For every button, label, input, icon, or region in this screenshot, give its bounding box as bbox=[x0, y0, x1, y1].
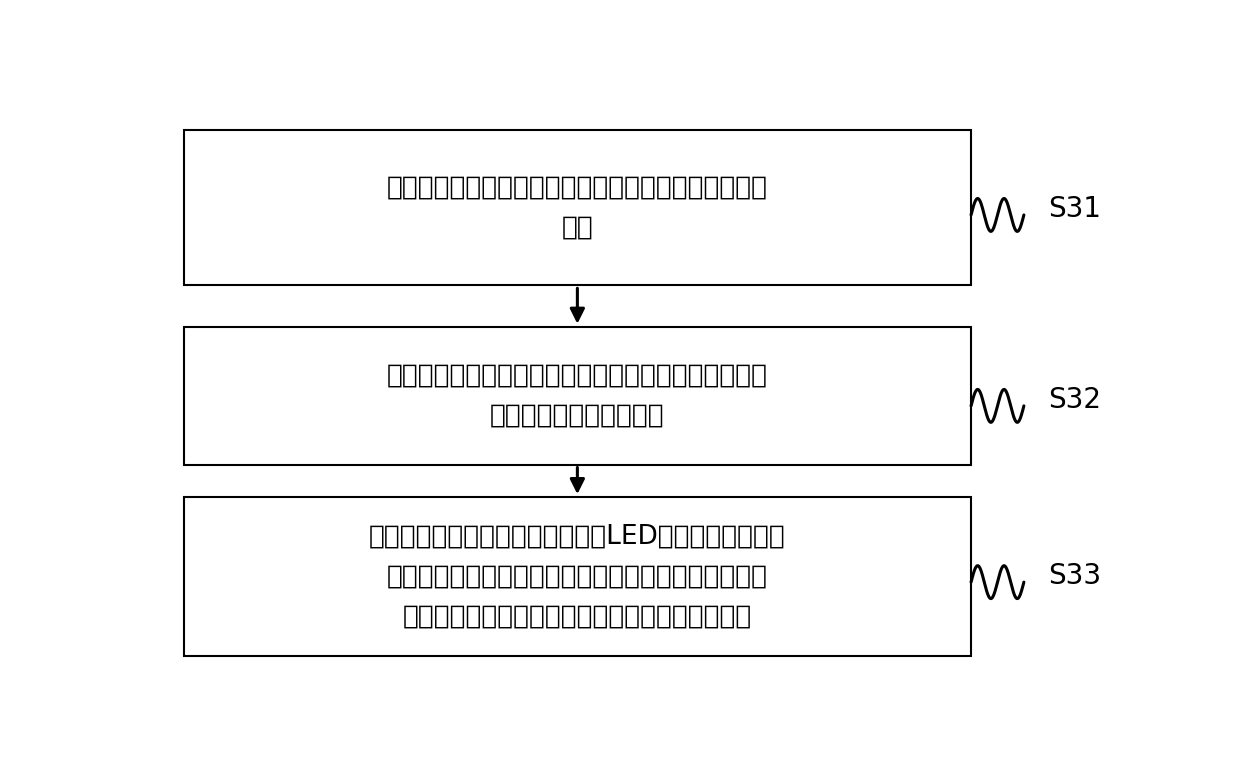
Text: 刻蚀去除位于所述靶材开口区域内的所述第一衬底，刻
蚀深度至所述刻蚀截止层: 刻蚀去除位于所述靶材开口区域内的所述第一衬底，刻 蚀深度至所述刻蚀截止层 bbox=[387, 362, 768, 429]
Text: S32: S32 bbox=[1048, 386, 1101, 414]
Text: 将所述第一衬底固定在靶材支架上，所述靶材支架具有
开口: 将所述第一衬底固定在靶材支架上，所述靶材支架具有 开口 bbox=[387, 175, 768, 240]
FancyBboxPatch shape bbox=[183, 497, 971, 655]
Text: S33: S33 bbox=[1048, 562, 1101, 591]
FancyBboxPatch shape bbox=[183, 130, 971, 285]
Text: 剥离所述刻蚀截止层后，按照所述LED芯片中所述目标外
延层的层叠顺序采用对应的所述过渡外延层作为靶材，
在所述反射层结构上依次形成多层所述目标外延层: 剥离所述刻蚀截止层后，按照所述LED芯片中所述目标外 延层的层叠顺序采用对应的所… bbox=[369, 523, 786, 629]
Text: S31: S31 bbox=[1048, 195, 1101, 223]
FancyBboxPatch shape bbox=[183, 327, 971, 465]
